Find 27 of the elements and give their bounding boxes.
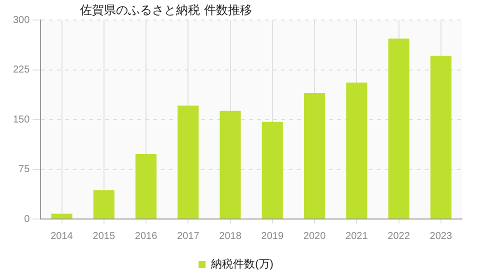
bar [346, 82, 368, 218]
bar [430, 56, 452, 218]
legend-label: 納税件数(万) [211, 258, 274, 271]
x-tick-label: 2015 [92, 230, 116, 242]
bar [220, 110, 241, 218]
x-tick-label: 2020 [303, 230, 326, 242]
y-tick-label: 150 [12, 114, 30, 126]
x-tick-label: 2023 [430, 230, 452, 242]
y-tick-label: 0 [24, 214, 30, 225]
bar [51, 214, 72, 218]
x-tick-label: 2018 [219, 230, 242, 242]
bar [262, 122, 283, 218]
y-tick-label: 75 [18, 164, 30, 175]
bar [178, 106, 199, 218]
y-tick-label: 225 [12, 64, 30, 76]
x-tick-label: 2016 [134, 230, 158, 242]
x-tick-label: 2019 [261, 230, 284, 242]
chart-title: 佐賀県のふるさと納税 件数推移 [80, 2, 252, 19]
x-tick-label: 2021 [346, 230, 368, 242]
bar [93, 190, 114, 218]
bar [135, 154, 157, 218]
bar [304, 92, 326, 218]
y-tick-label: 300 [12, 14, 30, 26]
x-tick-label: 2017 [177, 230, 200, 242]
x-tick-label: 2014 [50, 230, 74, 242]
x-tick-label: 2022 [388, 230, 410, 242]
bar [388, 38, 410, 218]
